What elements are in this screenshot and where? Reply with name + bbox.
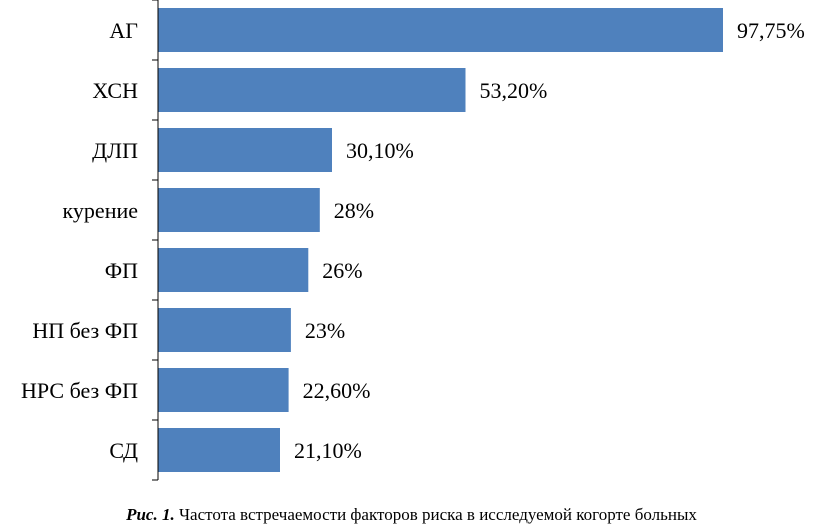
category-label-2: ХСН <box>92 78 138 103</box>
bar-4 <box>158 188 320 232</box>
bar-8 <box>158 428 280 472</box>
bar-1 <box>158 8 723 52</box>
bar-chart: АГ 97,75% ХСН 53,20% ДЛП 30,10% курение 28% ФП 26… <box>21 0 805 481</box>
data-label-4: 28% <box>334 198 374 223</box>
category-label-7: НРС без ФП <box>21 378 138 403</box>
bar-7 <box>158 368 289 412</box>
data-label-3: 30,10% <box>346 138 414 163</box>
data-label-1: 97,75% <box>737 18 805 43</box>
data-label-6: 23% <box>305 318 345 343</box>
data-label-2: 53,20% <box>480 78 548 103</box>
category-label-3: ДЛП <box>92 138 138 163</box>
bar-2 <box>158 68 466 112</box>
category-label-6: НП без ФП <box>32 318 138 343</box>
data-label-8: 21,10% <box>294 438 362 463</box>
bar-6 <box>158 308 291 352</box>
category-label-4: курение <box>63 198 138 223</box>
data-label-7: 22,60% <box>303 378 371 403</box>
bar-3 <box>158 128 332 172</box>
data-label-5: 26% <box>322 258 362 283</box>
category-label-8: СД <box>109 438 138 463</box>
figure-caption-text: Частота встречаемости факторов риска в и… <box>178 505 697 524</box>
category-label-1: АГ <box>109 18 138 43</box>
figure-caption: Рис. 1. Частота встречаемости факторов р… <box>0 505 823 525</box>
figure-caption-label: Рис. 1. <box>126 505 175 524</box>
category-label-5: ФП <box>105 258 138 283</box>
bar-5 <box>158 248 309 292</box>
